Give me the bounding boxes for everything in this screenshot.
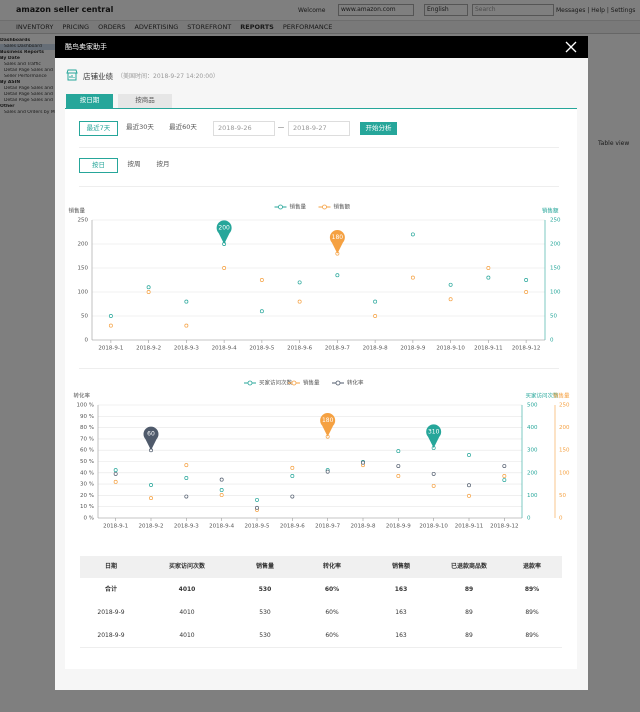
date-from[interactable]: 2018-9-26 [213, 121, 275, 136]
table-cell: 530 [259, 632, 271, 639]
table-cell: 2018-9-9 [97, 632, 125, 639]
table-row: 合计 4010 530 60% 163 89 89% [80, 578, 562, 602]
table-cell: 89 [464, 586, 474, 593]
range-button[interactable]: 最近30天 [126, 123, 154, 131]
table-cell: 已退款商品数 [450, 563, 487, 570]
table-row: 2018-9-9 4010 530 60% 163 89 89% [80, 601, 562, 625]
section-title: 店铺业绩 [83, 72, 113, 81]
table-cell: 163 [394, 586, 408, 593]
date-to[interactable]: 2018-9-27 [288, 121, 350, 136]
table-cell: 89 [465, 609, 473, 616]
table-cell: 60% [325, 632, 339, 639]
table-cell: 163 [395, 609, 407, 616]
granularity-button[interactable]: 按周 [127, 160, 141, 168]
modal-title: 酷鸟卖家助手 [65, 43, 107, 51]
table-row: 日期 买家访问次数 销售量 转化率 销售额 已退款商品数 退款率 [80, 556, 562, 579]
granularity-button[interactable]: 按日 [79, 158, 118, 173]
table-cell: 转化率 [322, 563, 341, 570]
granularity-button[interactable]: 按月 [156, 160, 170, 168]
divider [79, 186, 559, 187]
table-cell: 60% [325, 609, 339, 616]
table-cell: 4010 [179, 632, 195, 639]
range-button[interactable]: 最近7天 [79, 121, 118, 136]
table-cell: 买家访问次数 [168, 563, 205, 570]
table-cell: 4010 [179, 609, 195, 616]
table-cell: 530 [259, 609, 271, 616]
tab[interactable]: 按商品 [118, 94, 172, 109]
table: 日期 买家访问次数 销售量 转化率 销售额 已退款商品数 退款率合计 4010 530 60% 16… [80, 556, 562, 648]
analyze-button[interactable]: 开始分析 [360, 122, 397, 135]
table-cell: 4010 [178, 586, 196, 593]
table-cell: 日期 [104, 563, 117, 570]
table-cell: 163 [395, 632, 407, 639]
table-cell: 89% [525, 609, 539, 616]
tab[interactable]: 按日期 [66, 94, 113, 109]
range-button[interactable]: 最近60天 [169, 123, 197, 131]
table-cell: 530 [258, 586, 272, 593]
close-button[interactable] [565, 41, 577, 53]
table-cell: 退款率 [522, 563, 541, 570]
store-icon [66, 69, 78, 81]
table-cell: 89% [525, 632, 539, 639]
table-cell: 89 [465, 632, 473, 639]
time: （美国时间：2018-9-27 14:20:00） [117, 73, 219, 80]
table-cell: 89% [524, 586, 540, 593]
table-cell: 2018-9-9 [97, 609, 125, 616]
modal-header: 酷鸟卖家助手 [55, 36, 588, 58]
table-cell: 60% [324, 586, 340, 593]
divider [79, 147, 559, 148]
divider [79, 368, 559, 369]
table-cell: 合计 [104, 586, 117, 593]
date-separator: — [277, 123, 285, 131]
table-cell: 销售量 [255, 563, 274, 570]
table-row: 2018-9-9 4010 530 60% 163 89 89% [80, 624, 562, 648]
table-cell: 销售额 [391, 563, 410, 570]
modal: 酷鸟卖家助手 店铺业绩 （美国时间：2018-9-27 14:20:00） 按日… [55, 36, 588, 690]
